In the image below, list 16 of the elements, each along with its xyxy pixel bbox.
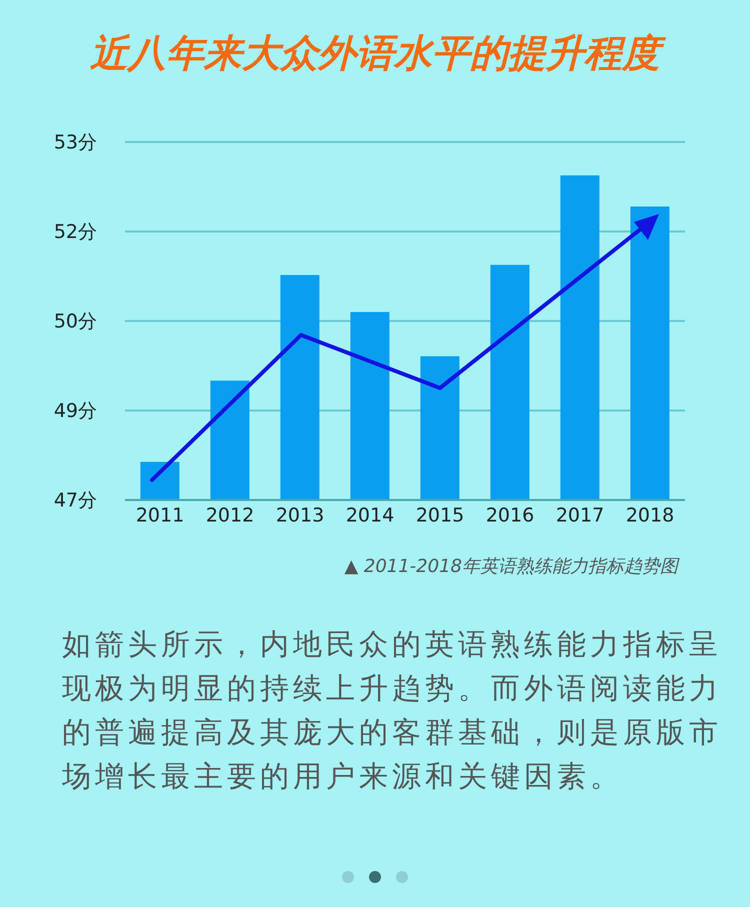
y-tick-label: 49分 bbox=[54, 400, 97, 422]
x-tick-label: 2017 bbox=[556, 504, 604, 526]
text: ▲ 2011-2018年英语熟练能力指标趋势图 bbox=[344, 555, 678, 578]
x-tick-label: 2018 bbox=[626, 504, 674, 526]
y-tick-label: 47分 bbox=[54, 490, 97, 512]
text: 如箭头所示，内地民众的英语熟练能力指标呈现极为明显的持续上升趋势。而外语阅读能力的普遍提高及其庞大的客群基础，则是原版市场增长最主要的用户来源和关键因素。 bbox=[62, 626, 723, 795]
x-tick-label: 2014 bbox=[346, 504, 394, 526]
x-tick-label: 2013 bbox=[276, 504, 324, 526]
y-tick-label: 50分 bbox=[54, 310, 97, 333]
y-tick-label: 53分 bbox=[54, 132, 97, 154]
chart-title: 近八年来大众外语水平的提升程度 bbox=[89, 30, 667, 77]
x-tick-label: 2011 bbox=[136, 504, 184, 526]
x-tick-label: 2012 bbox=[206, 504, 254, 526]
y-tick-label: 52分 bbox=[54, 221, 97, 244]
x-tick-label: 2015 bbox=[416, 504, 464, 526]
x-tick-label: 2016 bbox=[486, 504, 534, 526]
